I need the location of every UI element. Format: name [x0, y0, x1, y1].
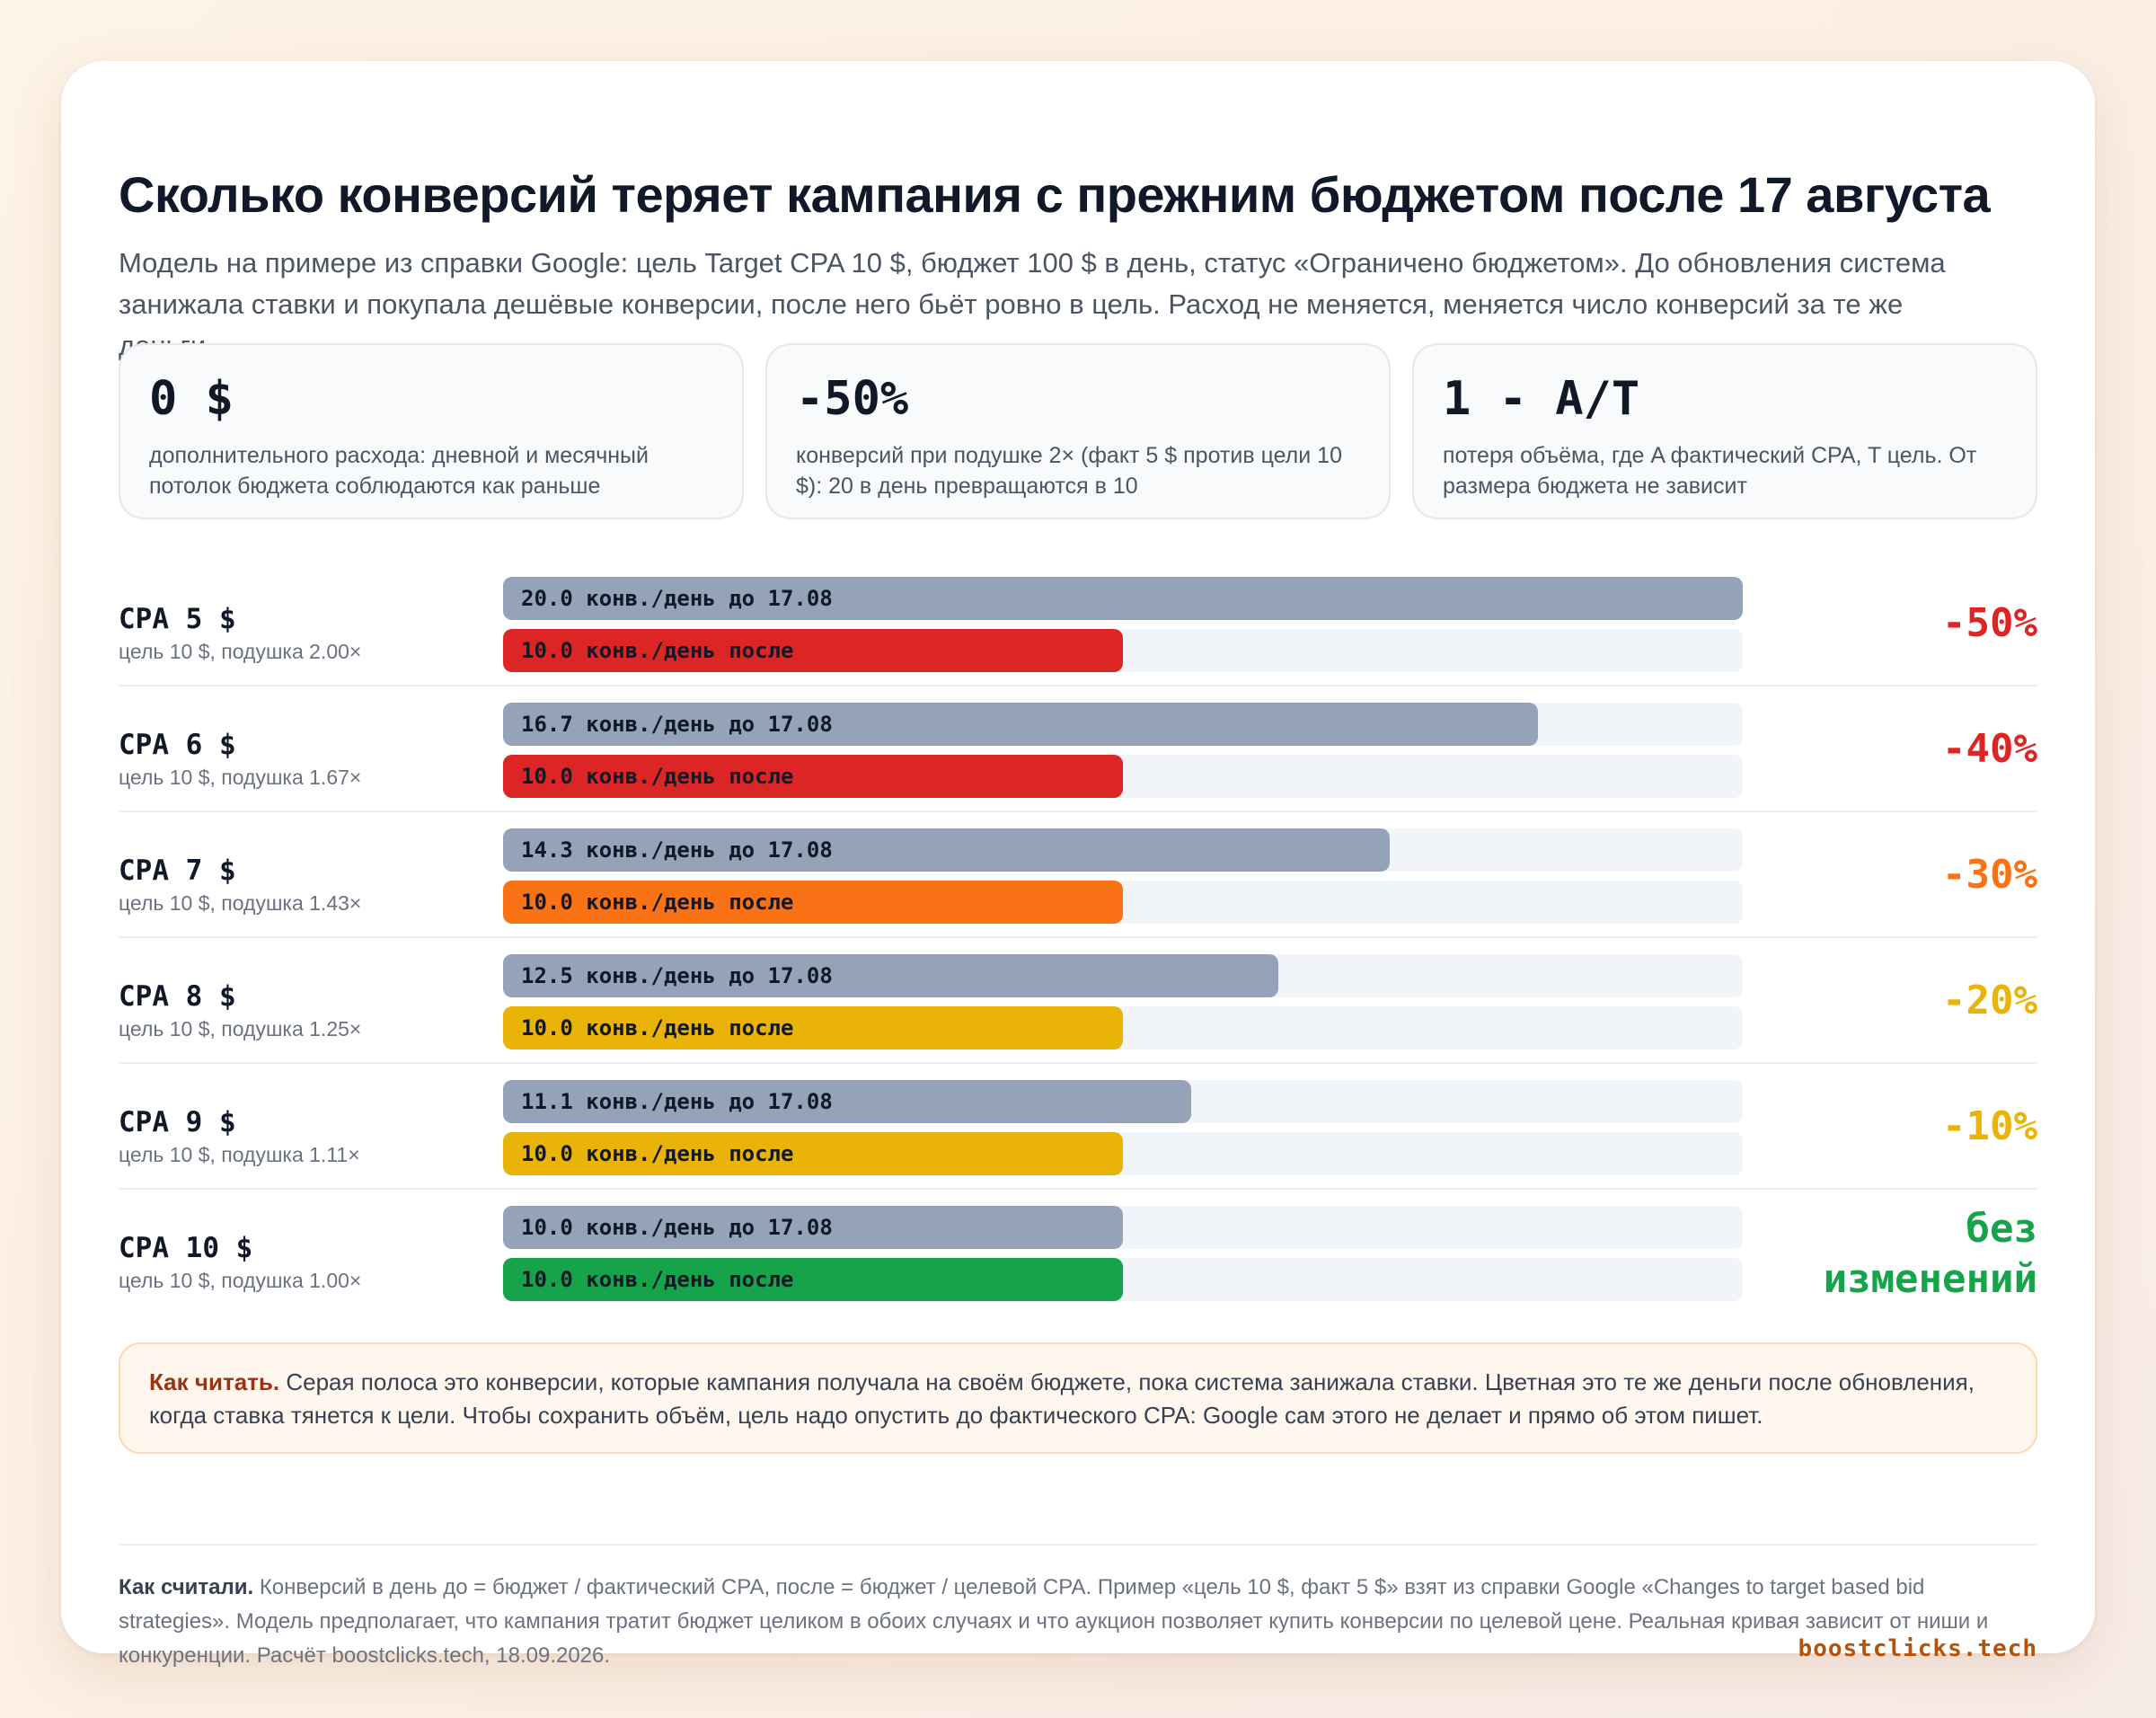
cpa-label: CPA 5 $ [119, 603, 236, 635]
stat-value: 0 $ [149, 372, 234, 426]
chart-row: CPA 5 $ цель 10 $, подушка 2.00× 20.0 конв… [119, 561, 2037, 686]
stat-value: 1 - A/T [1443, 372, 1640, 426]
note-text: Серая полоса это конверсии, которые камп… [149, 1368, 1975, 1429]
cpa-label: CPA 9 $ [119, 1106, 236, 1138]
chart-row: CPA 7 $ цель 10 $, подушка 1.43× 14.3 конв… [119, 812, 2037, 938]
chart-row: CPA 6 $ цель 10 $, подушка 1.67× 16.7 конв… [119, 686, 2037, 812]
bar-data-label: 10.0 конв./день после [521, 1141, 794, 1166]
bar-data-label: 14.3 конв./день до 17.08 [521, 837, 833, 863]
divider [119, 1544, 2037, 1545]
footer-text: Конверсий в день до = бюджет / фактическ… [119, 1575, 1989, 1668]
infographic-card: Сколько конверсий теряет кампания с преж… [61, 61, 2095, 1668]
row-label: CPA 6 $ цель 10 $, подушка 1.67× [119, 728, 361, 790]
bar-after: 10.0 конв./день после [503, 629, 1123, 672]
row-divider [119, 1062, 2037, 1064]
bar-track: 10.0 конв./день после [503, 881, 1743, 924]
delta-label: -30% [1942, 852, 2037, 898]
bar-track: 20.0 конв./день до 17.08 [503, 577, 1743, 620]
row-divider [119, 936, 2037, 938]
page-subtitle: Модель на примере из справки Google: цел… [119, 247, 1946, 361]
bar-data-label: 10.0 конв./день после [521, 1015, 794, 1041]
bar-data-label: 10.0 конв./день до 17.08 [521, 1215, 833, 1240]
bar-track: 10.0 конв./день после [503, 1006, 1743, 1049]
delta-label: -40% [1942, 726, 2037, 772]
delta-label: без изменений [1823, 1206, 2037, 1302]
footer-lead: Как считали. [119, 1575, 254, 1599]
note-lead: Как читать. [149, 1368, 280, 1395]
row-divider [119, 685, 2037, 686]
delta-label: -10% [1942, 1103, 2037, 1149]
stat-value: -50% [796, 372, 909, 426]
bar-before: 10.0 конв./день до 17.08 [503, 1206, 1123, 1249]
stat-cards: 0 $ дополнительного расхода: дневной и м… [119, 343, 2037, 519]
bar-data-label: 10.0 конв./день после [521, 1267, 794, 1292]
bar-data-label: 10.0 конв./день после [521, 764, 794, 789]
cpa-label: CPA 6 $ [119, 729, 236, 761]
bar-before: 11.1 конв./день до 17.08 [503, 1080, 1191, 1123]
row-label: CPA 9 $ цель 10 $, подушка 1.11× [119, 1105, 360, 1167]
bar-data-label: 10.0 конв./день после [521, 890, 794, 915]
stat-description: дополнительного расхода: дневной и месяч… [149, 443, 649, 499]
stat-description: потеря объёма, где A фактический CPA, T … [1443, 443, 1977, 499]
cpa-sublabel: цель 10 $, подушка 1.67× [119, 766, 362, 789]
delta-label: -20% [1942, 978, 2037, 1023]
cpa-sublabel: цель 10 $, подушка 2.00× [119, 640, 362, 663]
cpa-sublabel: цель 10 $, подушка 1.43× [119, 891, 362, 915]
bar-data-label: 12.5 конв./день до 17.08 [521, 963, 833, 988]
bar-data-label: 20.0 конв./день до 17.08 [521, 586, 833, 611]
bar-before: 16.7 конв./день до 17.08 [503, 703, 1539, 746]
cpa-sublabel: цель 10 $, подушка 1.00× [119, 1269, 362, 1292]
row-divider [119, 1188, 2037, 1190]
bar-track: 10.0 конв./день после [503, 1132, 1743, 1175]
page-title: Сколько конверсий теряет кампания с преж… [119, 166, 1991, 223]
bar-data-label: 16.7 конв./день до 17.08 [521, 712, 833, 737]
brand-mark: boostclicks.tech [1798, 1635, 2037, 1662]
chart-row: CPA 10 $ цель 10 $, подушка 1.00× 10.0 кон… [119, 1190, 2037, 1315]
bar-track: 16.7 конв./день до 17.08 [503, 703, 1743, 746]
bar-after: 10.0 конв./день после [503, 755, 1123, 798]
cpa-label: CPA 8 $ [119, 980, 236, 1013]
bar-track: 10.0 конв./день до 17.08 [503, 1206, 1743, 1249]
row-label: CPA 7 $ цель 10 $, подушка 1.43× [119, 854, 361, 916]
bar-before: 14.3 конв./день до 17.08 [503, 828, 1390, 872]
stat-card-conversions: -50% конверсий при подушке 2× (факт 5 $ … [765, 343, 1391, 519]
bar-before: 12.5 конв./день до 17.08 [503, 954, 1278, 997]
stat-card-spend: 0 $ дополнительного расхода: дневной и м… [119, 343, 744, 519]
delta-label: -50% [1942, 600, 2037, 646]
bar-after: 10.0 конв./день после [503, 1258, 1123, 1301]
stat-card-formula: 1 - A/T потеря объёма, где A фактический… [1412, 343, 2037, 519]
chart-row: CPA 8 $ цель 10 $, подушка 1.25× 12.5 конв… [119, 938, 2037, 1064]
bar-track: 10.0 конв./день после [503, 629, 1743, 672]
bar-data-label: 10.0 конв./день после [521, 638, 794, 663]
bar-track: 11.1 конв./день до 17.08 [503, 1080, 1743, 1123]
stat-description: конверсий при подушке 2× (факт 5 $ проти… [796, 443, 1342, 499]
bar-track: 14.3 конв./день до 17.08 [503, 828, 1743, 872]
cpa-sublabel: цель 10 $, подушка 1.11× [119, 1143, 360, 1166]
bar-track: 10.0 конв./день после [503, 1258, 1743, 1301]
bar-track: 12.5 конв./день до 17.08 [503, 954, 1743, 997]
bar-track: 10.0 конв./день после [503, 755, 1743, 798]
chart-row: CPA 9 $ цель 10 $, подушка 1.11× 11.1 конв… [119, 1064, 2037, 1190]
cpa-label: CPA 7 $ [119, 855, 236, 887]
cpa-label: CPA 10 $ [119, 1232, 253, 1264]
row-divider [119, 810, 2037, 812]
bar-after: 10.0 конв./день после [503, 1132, 1123, 1175]
row-label: CPA 5 $ цель 10 $, подушка 2.00× [119, 602, 361, 664]
cpa-sublabel: цель 10 $, подушка 1.25× [119, 1017, 362, 1041]
bar-after: 10.0 конв./день после [503, 881, 1123, 924]
bar-after: 10.0 конв./день после [503, 1006, 1123, 1049]
row-label: CPA 8 $ цель 10 $, подушка 1.25× [119, 979, 361, 1041]
bar-data-label: 11.1 конв./день до 17.08 [521, 1089, 833, 1114]
bar-before: 20.0 конв./день до 17.08 [503, 577, 1743, 620]
methodology-footer: Как считали. Конверсий в день до = бюдже… [119, 1571, 2037, 1673]
row-label: CPA 10 $ цель 10 $, подушка 1.00× [119, 1231, 361, 1293]
how-to-read-note: Как читать. Серая полоса это конверсии, … [119, 1342, 2037, 1454]
